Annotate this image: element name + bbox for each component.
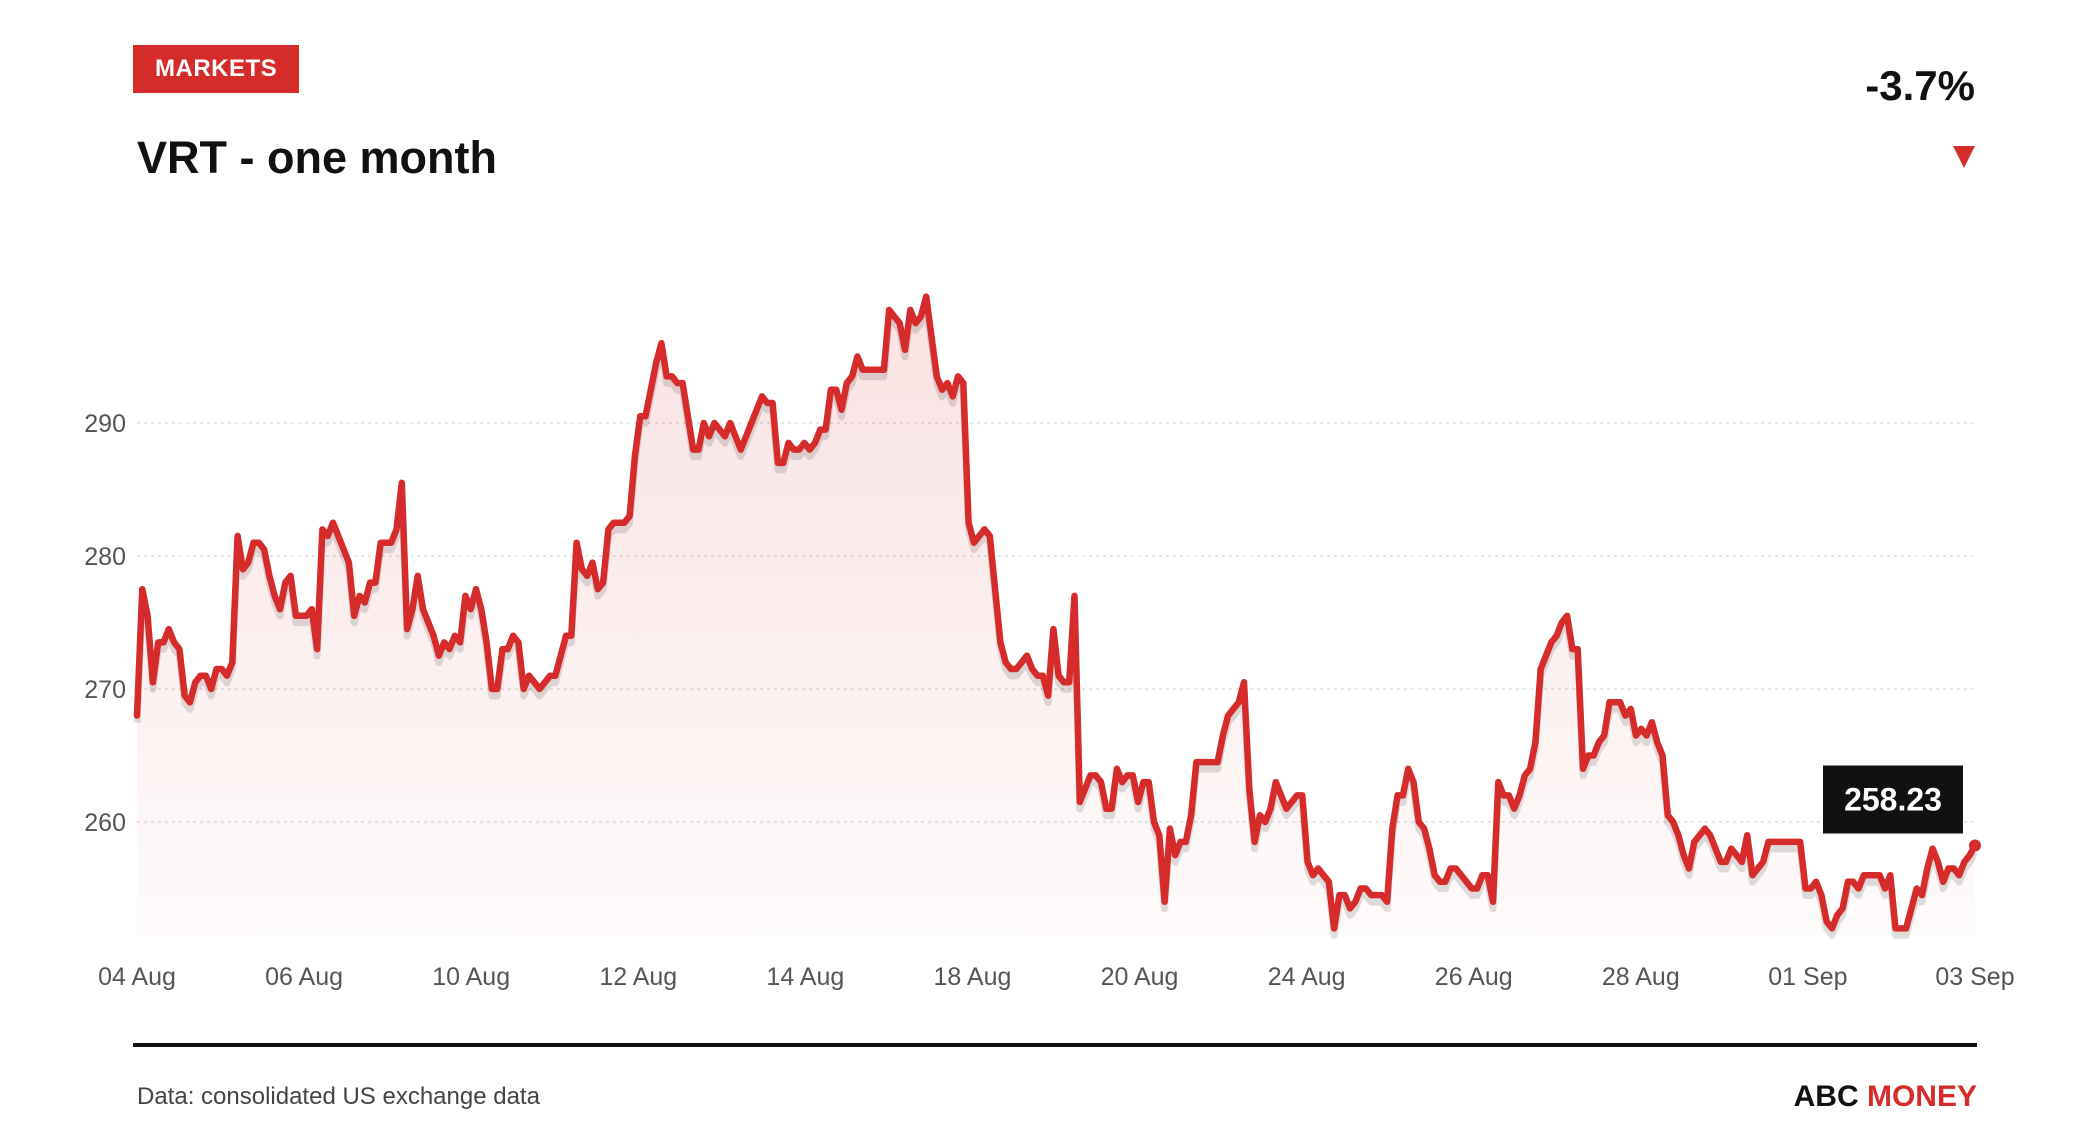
- price-line: [133, 293, 1979, 932]
- data-source: Data: consolidated US exchange data: [137, 1083, 540, 1110]
- down-triangle-icon: [1953, 146, 1975, 168]
- price-chart: 260 270 280 290 04 Aug 06 Aug 10 Aug 12 Aug 14 …: [84, 293, 2015, 991]
- x-tick-label: 03 Sep: [1935, 963, 2014, 991]
- x-tick-label: 04 Aug: [98, 963, 176, 991]
- x-tick-label: 28 Aug: [1602, 963, 1680, 991]
- markets-badge: MARKETS: [133, 45, 300, 93]
- price-area: [137, 296, 1975, 936]
- footer-rule: [133, 1043, 1977, 1047]
- last-price-marker: [1969, 839, 1981, 852]
- x-tick-label: 24 Aug: [1268, 963, 1346, 991]
- x-tick-label: 10 Aug: [432, 963, 510, 991]
- x-tick-label: 12 Aug: [599, 963, 677, 991]
- x-tick-label: 20 Aug: [1101, 963, 1179, 991]
- y-axis-ticks: 260 270 280 290: [84, 410, 126, 837]
- x-tick-label: 18 Aug: [934, 963, 1012, 991]
- brand-name: ABC: [1793, 1080, 1859, 1113]
- x-tick-label: 06 Aug: [265, 963, 343, 991]
- chart-title: VRT - one month: [137, 132, 497, 183]
- x-tick-label: 14 Aug: [766, 963, 844, 991]
- last-price-label: 258.23: [1823, 765, 1963, 834]
- y-tick-label: 290: [84, 410, 126, 438]
- y-tick-label: 280: [84, 543, 126, 571]
- brand-accent: MONEY: [1866, 1080, 1977, 1113]
- y-tick-label: 270: [84, 676, 126, 704]
- brand-logo: ABC MONEY: [1794, 1080, 1977, 1114]
- last-price-label-box: [1823, 765, 1963, 834]
- last-price-value: 258.23: [1844, 781, 1942, 817]
- y-tick-label: 260: [84, 809, 126, 837]
- x-tick-label: 01 Sep: [1768, 963, 1847, 991]
- percent-change: -3.7%: [1865, 62, 1975, 109]
- x-tick-label: 26 Aug: [1435, 963, 1513, 991]
- x-axis-ticks: 04 Aug 06 Aug 10 Aug 12 Aug 14 Aug 18 Aug 20 A…: [98, 963, 2015, 991]
